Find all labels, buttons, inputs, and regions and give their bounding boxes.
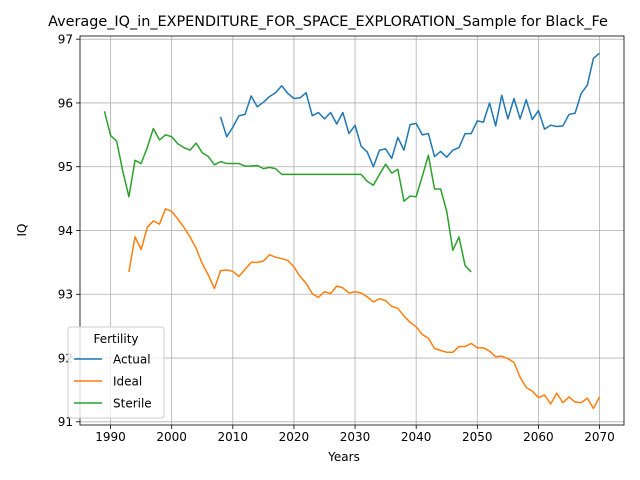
legend-title: Fertility	[93, 332, 138, 346]
legend-label-sterile: Sterile	[113, 396, 152, 410]
x-tick-label: 2020	[279, 430, 310, 444]
x-tick-label: 2070	[584, 430, 615, 444]
chart-title: Average_IQ_in_EXPENDITURE_FOR_SPACE_EXPL…	[48, 14, 608, 30]
y-tick-label: 95	[58, 160, 73, 174]
legend: Fertility Actual Ideal Sterile	[68, 327, 164, 418]
y-tick-label: 93	[58, 288, 73, 302]
y-tick-label: 94	[58, 224, 73, 238]
y-tick-label: 96	[58, 96, 73, 110]
x-tick-label: 2050	[462, 430, 493, 444]
x-tick-label: 2000	[156, 430, 187, 444]
x-tick-label: 2030	[340, 430, 371, 444]
y-axis-label: IQ	[15, 224, 29, 237]
x-tick-label: 1990	[95, 430, 126, 444]
x-tick-label: 2060	[523, 430, 554, 444]
x-axis-label: Years	[327, 450, 360, 464]
y-tick-label: 97	[58, 32, 73, 46]
legend-label-ideal: Ideal	[113, 374, 142, 388]
legend-label-actual: Actual	[113, 352, 151, 366]
x-tick-label: 2010	[218, 430, 249, 444]
x-tick-label: 2040	[401, 430, 432, 444]
